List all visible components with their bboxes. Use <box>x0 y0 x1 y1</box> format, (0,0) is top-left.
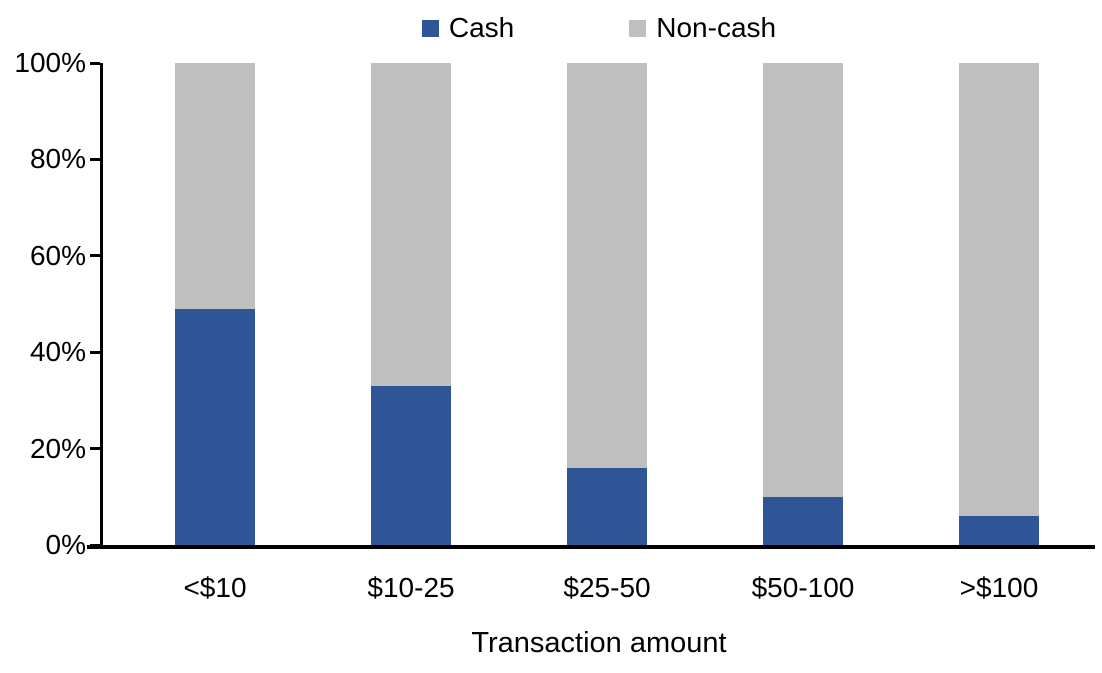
legend-swatch-noncash <box>629 19 647 37</box>
bar-1 <box>175 63 255 545</box>
y-axis-tick <box>90 254 100 258</box>
y-tick-label: 100% <box>14 47 86 78</box>
bar-segment-cash <box>567 467 647 545</box>
bar-segment-cash <box>763 496 843 545</box>
x-tick-label: >$100 <box>959 572 1039 603</box>
chart-legend: Cash Non-cash <box>103 10 1095 46</box>
bar-segment-noncash <box>567 63 647 468</box>
y-axis-tick <box>90 350 100 354</box>
legend-item-cash: Cash <box>421 11 515 45</box>
bar-3 <box>567 63 647 545</box>
y-axis-tick <box>90 157 100 161</box>
bar-segment-noncash <box>371 63 451 386</box>
x-tick-label: $10-25 <box>367 572 455 603</box>
x-axis-title: Transaction amount <box>471 627 727 659</box>
x-tick-label: $50-100 <box>751 572 855 603</box>
y-tick-label: 40% <box>29 336 86 368</box>
bar-5 <box>959 63 1039 545</box>
y-tick-label: 60% <box>29 239 86 271</box>
y-tick-label: 20% <box>29 432 86 464</box>
bar-4 <box>763 63 843 545</box>
bar-2 <box>371 63 451 545</box>
x-axis-line <box>87 545 1095 549</box>
legend-label-cash: Cash <box>448 12 515 43</box>
bar-segment-noncash <box>175 63 255 309</box>
bar-segment-cash <box>959 516 1039 545</box>
y-axis-tick <box>90 543 100 547</box>
bar-segment-noncash <box>959 63 1039 517</box>
legend-item-noncash: Non-cash <box>629 11 776 45</box>
y-tick-label: 80% <box>29 143 86 175</box>
bar-segment-cash <box>175 308 255 545</box>
legend-label-noncash: Non-cash <box>656 12 777 43</box>
bar-segment-noncash <box>763 63 843 497</box>
legend-swatch-cash <box>421 19 439 37</box>
bar-segment-cash <box>371 385 451 545</box>
x-tick-label: <$10 <box>183 572 247 603</box>
y-tick-label: 0% <box>45 529 86 560</box>
y-axis-tick <box>90 447 100 451</box>
y-axis-line <box>100 63 103 545</box>
plot-area <box>87 61 1095 549</box>
x-tick-label: $25-50 <box>563 572 651 603</box>
y-axis-tick <box>90 61 100 65</box>
